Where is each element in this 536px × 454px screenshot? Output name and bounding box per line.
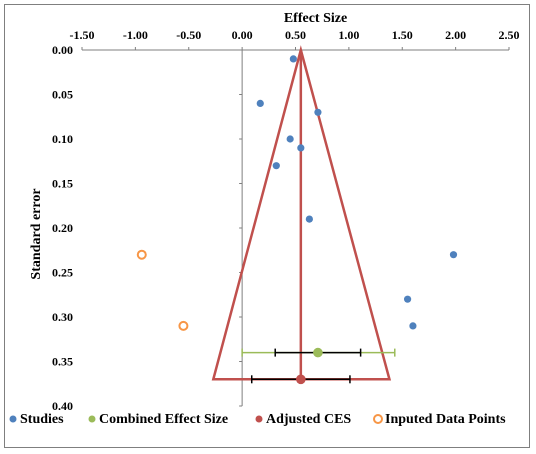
x-tick-labels: -1.50 -1.00 -0.50 0.00 0.50 1.00 1.50 2.00 2.50 bbox=[70, 28, 520, 42]
adjusted-effect-point bbox=[296, 374, 306, 385]
x-tick-label: 1.00 bbox=[338, 28, 359, 42]
legend-label: Combined Effect Size bbox=[99, 412, 228, 427]
study-point bbox=[403, 295, 412, 303]
y-tick-label: 0.40 bbox=[52, 399, 73, 413]
study-point bbox=[409, 322, 417, 330]
x-tick-label: -1.50 bbox=[70, 28, 95, 42]
legend-label: Adjusted CES bbox=[266, 412, 351, 427]
legend-label: Studies bbox=[20, 412, 64, 427]
x-tick-label: -1.00 bbox=[123, 28, 148, 42]
chart-frame bbox=[4, 4, 530, 448]
axes bbox=[81, 47, 510, 407]
legend-label: Inputed Data Points bbox=[385, 412, 506, 427]
combined-effect-point bbox=[313, 347, 323, 358]
y-tick-label: 0.15 bbox=[52, 177, 73, 191]
study-point bbox=[297, 144, 305, 152]
x-tick-label: 2.50 bbox=[499, 28, 520, 42]
y-tick-label: 0.25 bbox=[52, 266, 73, 280]
legend-item-inputed-data-points: Inputed Data Points bbox=[373, 412, 506, 427]
data-points bbox=[136, 55, 458, 385]
x-tick-label: 0.00 bbox=[232, 28, 253, 42]
x-tick-label: 1.50 bbox=[392, 28, 413, 42]
study-point bbox=[286, 135, 294, 143]
y-tick-labels: 0.00 0.05 0.10 0.15 0.20 0.25 0.30 0.35 0.40 bbox=[52, 43, 73, 413]
legend: Studies Combined Effect Size Adjusted CES I… bbox=[9, 412, 506, 427]
x-axis-title: Effect Size bbox=[284, 11, 347, 26]
imputed-point bbox=[178, 320, 189, 331]
study-point bbox=[314, 108, 322, 116]
funnel-triangle bbox=[211, 45, 392, 381]
y-tick-label: 0.30 bbox=[52, 310, 73, 324]
legend-marker bbox=[88, 415, 96, 423]
y-tick-label: 0.10 bbox=[52, 132, 73, 146]
study-point bbox=[449, 251, 458, 259]
y-tick-label: 0.00 bbox=[52, 43, 73, 57]
x-tick-label: 2.00 bbox=[445, 28, 466, 42]
legend-item-combined-effect-size: Combined Effect Size bbox=[88, 412, 228, 427]
legend-item-studies: Studies bbox=[9, 412, 64, 427]
legend-item-adjusted-ces: Adjusted CES bbox=[255, 412, 351, 427]
legend-marker bbox=[373, 414, 383, 424]
y-axis-title: Standard error bbox=[29, 188, 44, 279]
y-tick-label: 0.20 bbox=[52, 221, 73, 235]
study-point bbox=[305, 215, 313, 223]
legend-marker bbox=[9, 415, 17, 423]
imputed-point bbox=[136, 249, 147, 260]
study-point bbox=[256, 99, 264, 107]
x-tick-label: 0.50 bbox=[285, 28, 306, 42]
study-point bbox=[272, 162, 280, 170]
study-point bbox=[289, 55, 297, 63]
y-tick-label: 0.35 bbox=[52, 355, 73, 369]
y-tick-label: 0.05 bbox=[52, 88, 73, 102]
x-tick-label: -0.50 bbox=[176, 28, 201, 42]
legend-marker bbox=[255, 415, 263, 423]
